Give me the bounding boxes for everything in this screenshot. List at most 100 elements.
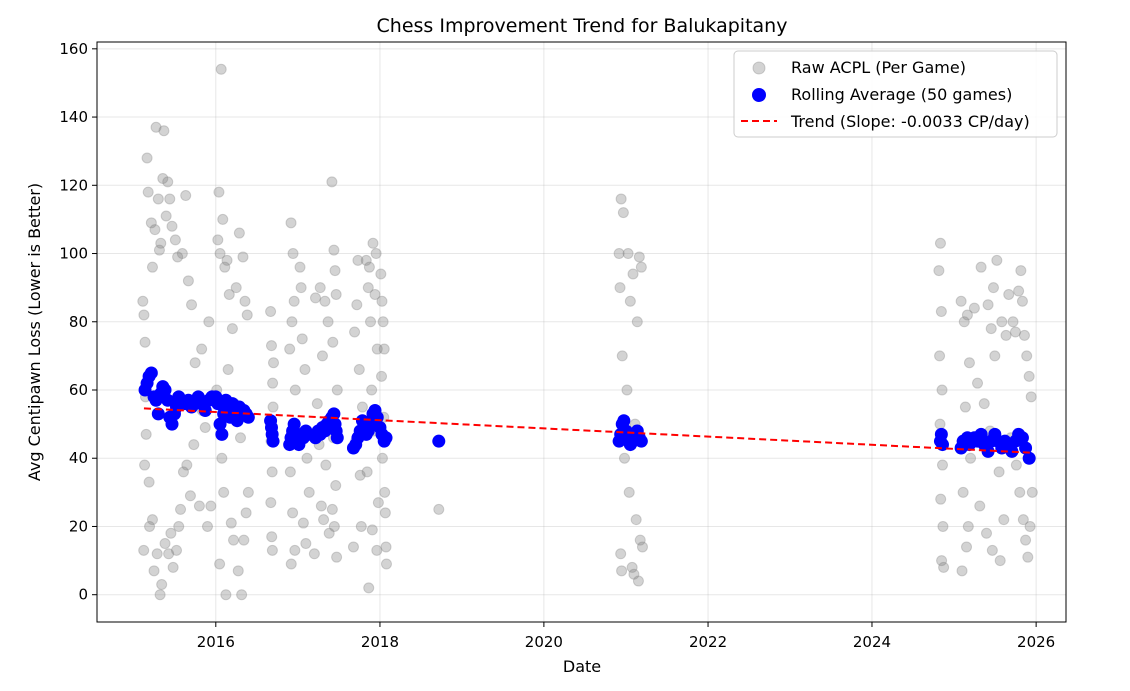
y-tick-label: 100 xyxy=(59,245,88,263)
raw-acpl-point xyxy=(319,295,331,307)
raw-acpl-point xyxy=(175,503,187,515)
raw-acpl-point xyxy=(934,350,946,362)
raw-acpl-point xyxy=(284,343,296,355)
raw-acpl-point xyxy=(308,548,320,560)
raw-acpl-point xyxy=(215,63,227,75)
raw-acpl-point xyxy=(144,520,156,532)
raw-acpl-point xyxy=(994,555,1006,567)
raw-acpl-point xyxy=(991,254,1003,266)
raw-acpl-point xyxy=(981,527,993,539)
raw-acpl-point xyxy=(165,527,177,539)
x-tick-label: 2016 xyxy=(197,633,235,651)
raw-acpl-point xyxy=(972,377,984,389)
raw-acpl-point xyxy=(315,500,327,512)
raw-acpl-point xyxy=(329,265,341,277)
raw-acpl-point xyxy=(212,234,224,246)
raw-acpl-point xyxy=(189,357,201,369)
raw-acpl-point xyxy=(962,520,974,532)
legend: Raw ACPL (Per Game) Rolling Average (50 … xyxy=(733,50,1058,138)
rolling-average-point xyxy=(215,427,229,441)
raw-acpl-point xyxy=(624,295,636,307)
raw-acpl-point xyxy=(223,288,235,300)
rolling-average-point xyxy=(934,427,948,441)
raw-acpl-point xyxy=(287,248,299,260)
raw-acpl-point xyxy=(265,497,277,509)
raw-acpl-point xyxy=(157,172,169,184)
raw-acpl-point xyxy=(934,237,946,249)
raw-acpl-point xyxy=(170,544,182,556)
raw-acpl-point xyxy=(219,261,231,273)
raw-acpl-point xyxy=(141,152,153,164)
chart-title: Chess Improvement Trend for Balukapitany xyxy=(377,15,788,37)
raw-acpl-point xyxy=(936,384,948,396)
raw-acpl-point xyxy=(1020,534,1032,546)
raw-acpl-point xyxy=(156,578,168,590)
raw-acpl-point xyxy=(370,248,382,260)
legend-marker-rolling xyxy=(752,88,766,102)
raw-acpl-point xyxy=(180,190,192,202)
raw-acpl-point xyxy=(347,541,359,553)
raw-acpl-point xyxy=(937,520,949,532)
raw-acpl-point xyxy=(294,261,306,273)
raw-acpl-point xyxy=(266,466,278,478)
raw-acpl-point xyxy=(375,268,387,280)
raw-acpl-point xyxy=(289,384,301,396)
raw-acpl-point xyxy=(326,176,338,188)
raw-acpl-point xyxy=(1025,391,1037,403)
rolling-average-point xyxy=(1019,441,1033,455)
x-tick-label: 2022 xyxy=(689,633,727,651)
raw-acpl-point xyxy=(362,282,374,294)
rolling-average-point xyxy=(981,444,995,458)
rolling-average-point xyxy=(1015,431,1029,445)
raw-acpl-point xyxy=(331,551,343,563)
raw-acpl-point xyxy=(159,538,171,550)
raw-acpl-point xyxy=(184,490,196,502)
raw-acpl-point xyxy=(330,288,342,300)
raw-acpl-point xyxy=(1013,285,1025,297)
raw-acpl-point xyxy=(214,558,226,570)
raw-acpl-point xyxy=(311,398,323,410)
raw-acpl-point xyxy=(978,398,990,410)
raw-acpl-point xyxy=(143,476,155,488)
rolling-average-point xyxy=(1022,451,1036,465)
raw-acpl-point xyxy=(310,292,322,304)
raw-acpl-point xyxy=(214,248,226,260)
raw-acpl-point xyxy=(203,316,215,328)
raw-acpl-point xyxy=(1026,486,1038,498)
y-tick-label: 60 xyxy=(69,381,88,399)
raw-acpl-point xyxy=(933,265,945,277)
raw-acpl-point xyxy=(173,520,185,532)
raw-acpl-point xyxy=(351,299,363,311)
raw-acpl-point xyxy=(177,466,189,478)
raw-acpl-point xyxy=(326,503,338,515)
raw-acpl-point xyxy=(148,565,160,577)
raw-acpl-point xyxy=(987,282,999,294)
raw-acpl-point xyxy=(965,452,977,464)
raw-acpl-point xyxy=(379,507,391,519)
raw-acpl-point xyxy=(139,336,151,348)
raw-acpl-point xyxy=(268,357,280,369)
rolling-average-point xyxy=(330,431,344,445)
raw-acpl-point xyxy=(998,514,1010,526)
raw-acpl-point xyxy=(957,486,969,498)
rolling-average-point xyxy=(158,383,172,397)
raw-acpl-point xyxy=(626,561,638,573)
raw-acpl-point xyxy=(314,282,326,294)
raw-acpl-point xyxy=(241,309,253,321)
raw-acpl-point xyxy=(238,534,250,546)
rolling-average-point xyxy=(165,417,179,431)
raw-acpl-point xyxy=(366,524,378,536)
raw-acpl-point xyxy=(150,121,162,133)
raw-acpl-point xyxy=(289,544,301,556)
raw-acpl-point xyxy=(349,326,361,338)
raw-acpl-point xyxy=(316,350,328,362)
trend-line-segment xyxy=(143,407,1033,454)
raw-acpl-point xyxy=(234,432,246,444)
y-tick-label: 140 xyxy=(59,108,88,126)
raw-acpl-point xyxy=(371,343,383,355)
raw-acpl-point xyxy=(615,193,627,205)
raw-acpl-point xyxy=(377,316,389,328)
raw-acpl-point xyxy=(616,350,628,362)
rolling-average-point xyxy=(161,393,175,407)
raw-acpl-point xyxy=(220,589,232,601)
